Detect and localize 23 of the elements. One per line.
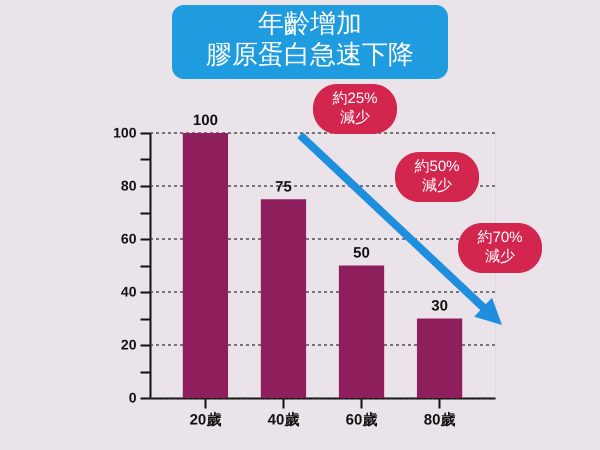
- text: 約25% 減少: [332, 90, 378, 126]
- x-tick-label: 40歲: [268, 412, 300, 428]
- y-tick-label: 0: [128, 390, 137, 406]
- y-tick-label: 20: [120, 336, 137, 352]
- x-tick-label: 80歲: [424, 412, 456, 428]
- bar: [260, 199, 306, 398]
- chart-title: 年齡增加: [258, 8, 362, 38]
- y-tick-label: 80: [120, 178, 137, 194]
- bar: [416, 318, 462, 398]
- y-tick-label: 60: [120, 230, 137, 246]
- data-label: 75: [275, 178, 292, 196]
- annotation: 約50% 減少: [414, 158, 460, 194]
- x-tick-label: 20歲: [190, 412, 222, 428]
- data-label: 100: [192, 112, 218, 129]
- y-tick-label: 100: [113, 124, 137, 140]
- annotation: 約70% 減少: [477, 229, 523, 265]
- y-tick-label: 40: [120, 284, 137, 300]
- x-tick-label: 60歲: [346, 412, 378, 428]
- bar: [338, 266, 384, 398]
- chart-subtitle: 膠原蛋白急速下降: [206, 39, 414, 69]
- data-label: 50: [353, 244, 370, 262]
- bar: [182, 133, 228, 398]
- data-label: 30: [431, 298, 448, 314]
